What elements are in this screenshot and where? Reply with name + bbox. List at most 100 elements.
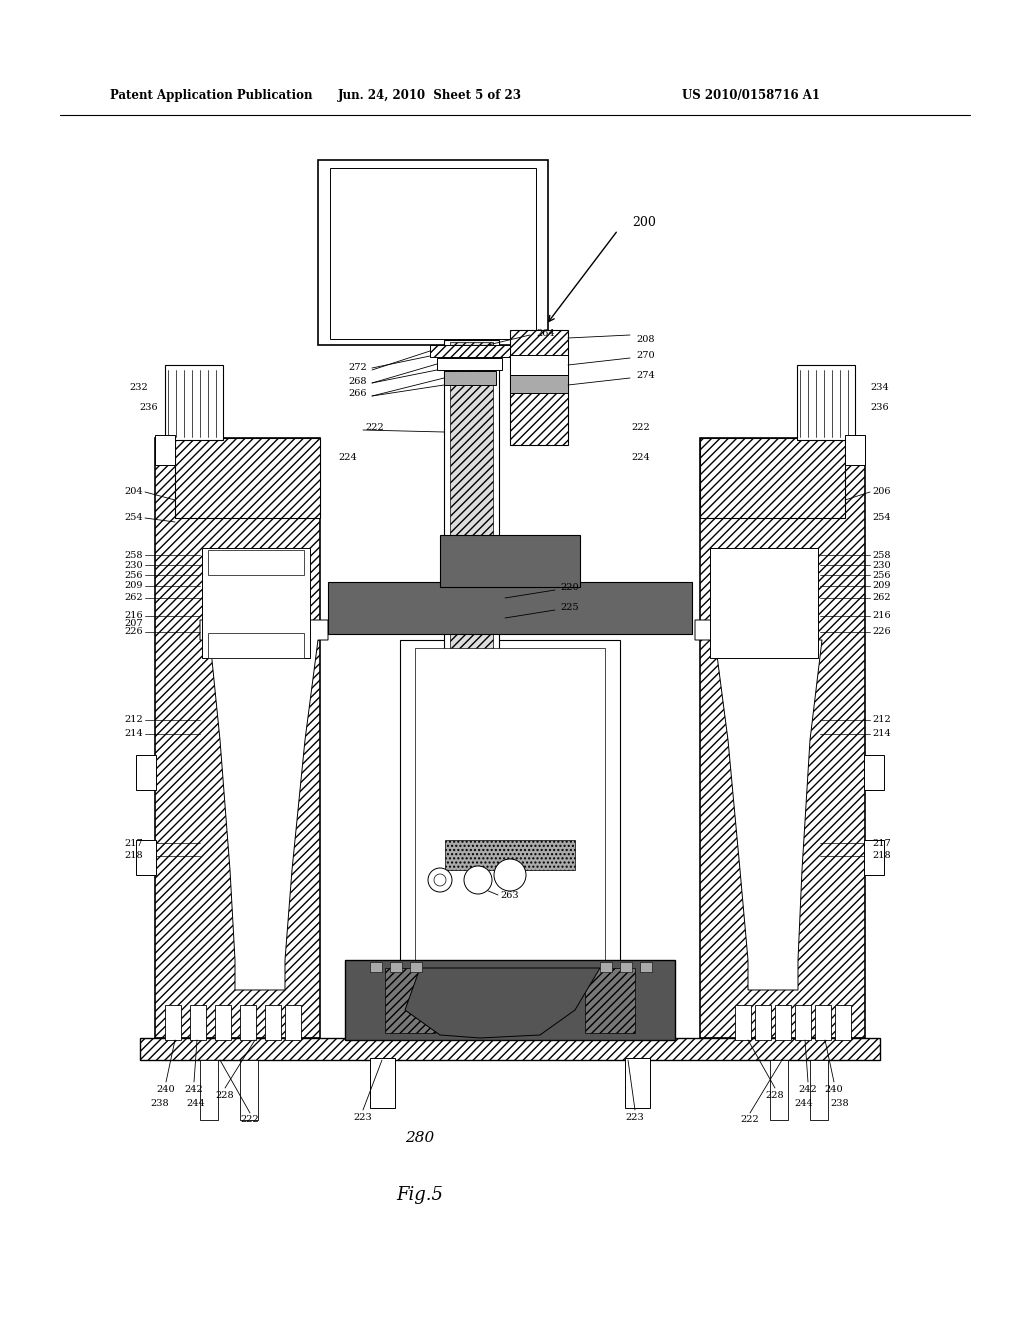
Text: 226: 226 xyxy=(872,627,891,636)
Bar xyxy=(415,648,605,993)
Bar xyxy=(775,1005,791,1040)
Bar xyxy=(140,1038,880,1060)
Text: 214: 214 xyxy=(124,730,143,738)
Circle shape xyxy=(464,866,492,894)
Bar xyxy=(625,1059,650,1107)
Polygon shape xyxy=(200,620,328,990)
Polygon shape xyxy=(406,968,600,1038)
Bar xyxy=(700,438,845,517)
Text: 212: 212 xyxy=(124,715,143,725)
Text: 216: 216 xyxy=(124,611,143,620)
Text: US 2010/0158716 A1: US 2010/0158716 A1 xyxy=(682,88,820,102)
Text: 238: 238 xyxy=(151,1100,169,1109)
Text: 230: 230 xyxy=(872,561,891,569)
Text: 274: 274 xyxy=(636,371,654,380)
Bar xyxy=(202,548,310,657)
Bar xyxy=(136,840,156,875)
Bar xyxy=(864,840,884,875)
Text: 217: 217 xyxy=(124,838,143,847)
Polygon shape xyxy=(695,620,822,990)
Bar xyxy=(510,330,568,445)
Bar xyxy=(165,366,223,440)
Text: 223: 223 xyxy=(626,1114,644,1122)
Bar xyxy=(510,355,568,375)
Bar xyxy=(208,634,304,657)
Bar xyxy=(330,168,536,339)
Bar xyxy=(437,358,502,370)
Text: Patent Application Publication: Patent Application Publication xyxy=(110,88,312,102)
Text: 270: 270 xyxy=(636,351,654,360)
Text: 222: 222 xyxy=(241,1115,259,1125)
Text: 258: 258 xyxy=(872,550,891,560)
Bar xyxy=(810,1060,828,1119)
Bar xyxy=(815,1005,831,1040)
Text: 220: 220 xyxy=(560,583,579,593)
Text: 242: 242 xyxy=(799,1085,817,1094)
Bar xyxy=(318,160,548,345)
Bar xyxy=(444,341,499,840)
Text: 256: 256 xyxy=(872,570,891,579)
Bar xyxy=(370,1059,395,1107)
Bar xyxy=(795,1005,811,1040)
Bar xyxy=(620,962,632,972)
Bar xyxy=(445,840,575,870)
Bar xyxy=(265,1005,281,1040)
Bar xyxy=(770,1060,788,1119)
Text: 207: 207 xyxy=(124,619,143,628)
Bar xyxy=(710,548,818,657)
Bar xyxy=(345,960,675,1040)
Text: 240: 240 xyxy=(824,1085,844,1094)
Text: 228: 228 xyxy=(766,1090,784,1100)
Text: 268: 268 xyxy=(348,376,367,385)
Bar xyxy=(430,345,510,356)
Bar xyxy=(400,640,620,1001)
Text: 280: 280 xyxy=(406,1131,434,1144)
Text: 225: 225 xyxy=(560,603,579,612)
Text: 212: 212 xyxy=(872,715,891,725)
Bar xyxy=(864,755,884,789)
Text: 236: 236 xyxy=(870,404,889,412)
Text: 204: 204 xyxy=(124,487,143,496)
Bar xyxy=(835,1005,851,1040)
Bar xyxy=(208,550,304,576)
Text: 264: 264 xyxy=(536,329,555,338)
Text: 223: 223 xyxy=(353,1114,373,1122)
Text: 244: 244 xyxy=(795,1100,813,1109)
Bar xyxy=(385,968,435,1034)
Bar xyxy=(285,1005,301,1040)
Bar xyxy=(450,342,493,840)
Text: 209: 209 xyxy=(872,582,891,590)
Bar xyxy=(165,1005,181,1040)
Bar xyxy=(240,1005,256,1040)
Bar xyxy=(735,1005,751,1040)
Bar xyxy=(240,1060,258,1119)
Text: 272: 272 xyxy=(348,363,367,372)
Text: 209: 209 xyxy=(125,582,143,590)
Text: 236: 236 xyxy=(139,404,158,412)
Circle shape xyxy=(428,869,452,892)
Bar xyxy=(440,535,580,587)
Text: 230: 230 xyxy=(124,561,143,569)
Bar xyxy=(640,962,652,972)
Text: 242: 242 xyxy=(184,1085,204,1094)
Text: 258: 258 xyxy=(125,550,143,560)
Text: 263: 263 xyxy=(500,891,518,900)
Text: 238: 238 xyxy=(830,1100,849,1109)
Bar xyxy=(390,962,402,972)
Bar xyxy=(328,582,692,634)
Bar xyxy=(155,436,175,465)
Text: 226: 226 xyxy=(124,627,143,636)
Text: 222: 222 xyxy=(740,1115,760,1125)
Bar xyxy=(600,962,612,972)
Bar xyxy=(797,366,855,440)
Bar xyxy=(845,436,865,465)
Text: Jun. 24, 2010  Sheet 5 of 23: Jun. 24, 2010 Sheet 5 of 23 xyxy=(338,88,522,102)
Circle shape xyxy=(494,859,526,891)
Bar xyxy=(215,1005,231,1040)
Bar xyxy=(585,968,635,1034)
Text: 244: 244 xyxy=(186,1100,206,1109)
Text: 224: 224 xyxy=(631,454,650,462)
Bar xyxy=(510,375,568,393)
Text: 256: 256 xyxy=(125,570,143,579)
Text: 206: 206 xyxy=(872,487,891,496)
